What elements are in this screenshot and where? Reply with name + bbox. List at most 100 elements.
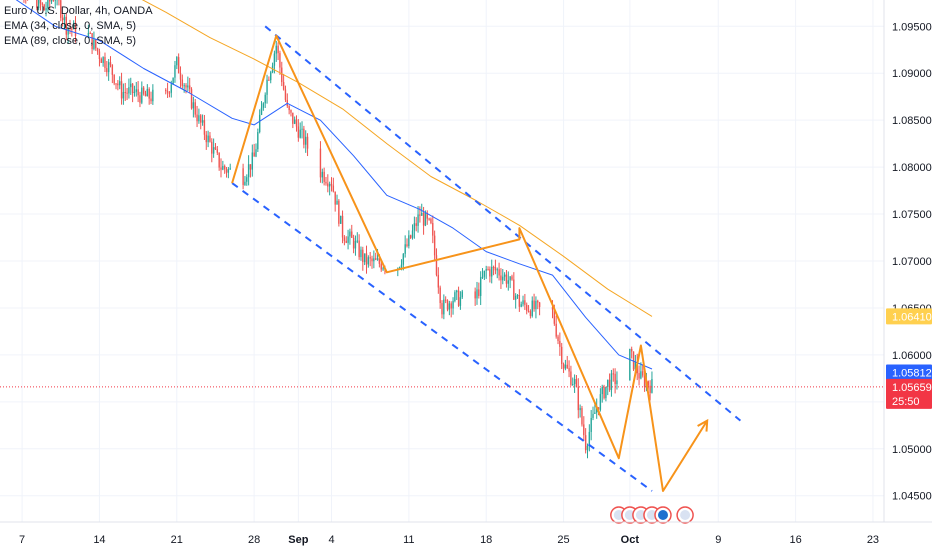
candle-body [507, 280, 509, 284]
candle-body [456, 290, 458, 293]
candle-body [229, 168, 231, 170]
candle-body [573, 379, 576, 385]
symbol-title[interactable]: Euro / U.S. Dollar, 4h, OANDA [4, 5, 153, 17]
candle-body [338, 200, 340, 224]
candle-body [102, 57, 104, 63]
candle-body [531, 300, 533, 316]
time-tick-label: 11 [403, 534, 414, 546]
candle-body [111, 64, 114, 75]
candle-body [612, 373, 614, 375]
candle-body [608, 379, 611, 390]
candle-body [354, 240, 357, 249]
price-tick-label: 1.04500 [892, 491, 932, 503]
time-axis[interactable]: 7 14 21 28 Sep 4 11 18 25 Oct 9 16 23 [0, 521, 932, 546]
candle-body [299, 129, 301, 138]
candle-body [279, 53, 281, 68]
time-tick-label: 28 [248, 534, 260, 546]
candle-body [262, 103, 265, 108]
price-tick-label: 1.08000 [892, 162, 932, 174]
price-tick-label: 1.07500 [892, 209, 932, 221]
candle-body [190, 89, 193, 109]
current-price-tag-bg [886, 364, 932, 381]
candle-body [52, 0, 55, 1]
candle-body [165, 89, 167, 92]
candle-body [332, 185, 335, 192]
time-tick-label: 14 [93, 534, 105, 546]
candle-body [36, 0, 38, 9]
time-tick-label: 18 [480, 534, 492, 546]
candle-body [417, 214, 419, 226]
candle-body [616, 380, 618, 385]
candle-body [570, 371, 572, 385]
candle-body [614, 373, 616, 385]
candle-body [268, 79, 270, 81]
candle-body [494, 267, 497, 271]
candle-body [260, 107, 263, 115]
time-tick-label: Oct [621, 534, 640, 546]
candle-body [225, 169, 228, 173]
time-tick-label: 7 [19, 534, 25, 546]
candle-body [275, 45, 277, 54]
candle-body [273, 53, 276, 66]
candle-body [358, 240, 360, 258]
candle-body [561, 346, 563, 364]
candle-body [375, 258, 377, 260]
candle-body [109, 62, 112, 65]
candle-body [363, 253, 366, 263]
candle-body [402, 253, 405, 265]
candle-body [281, 67, 283, 83]
candle-body [144, 93, 147, 97]
candle-body [564, 364, 567, 369]
pattern-arrow-head [697, 418, 709, 432]
candle-body [185, 85, 187, 88]
candle-body [69, 28, 71, 30]
candle-body [120, 81, 123, 99]
candle-body [483, 270, 486, 277]
candle-body [39, 0, 42, 4]
candle-body [198, 115, 200, 122]
candle-body [61, 17, 64, 21]
candle-body [135, 89, 137, 92]
candle-body [634, 362, 637, 370]
candle-body [575, 379, 578, 387]
candle-body [351, 231, 353, 238]
candle-body [371, 258, 373, 262]
candle-body [640, 371, 642, 379]
candle-body [459, 297, 462, 306]
ema-89-legend[interactable]: EMA (89, close, 0, SMA, 5) [4, 35, 137, 47]
candle-body [535, 300, 537, 310]
candle-body [424, 212, 427, 226]
candle-body [74, 22, 77, 37]
candle-body [356, 240, 358, 242]
candle-body [122, 92, 125, 99]
candle-body [54, 0, 56, 1]
channel-lower-line [231, 182, 653, 492]
ema-34-legend[interactable]: EMA (34, close, 0, SMA, 5) [4, 20, 137, 32]
candle-body [588, 431, 591, 446]
event-icons [610, 506, 694, 524]
candle-body [446, 300, 449, 310]
time-tick-label: 25 [557, 534, 569, 546]
candle-body [72, 22, 75, 30]
candle-body [200, 115, 202, 123]
candle-body [422, 212, 425, 226]
ema-89-price-tag: 1.06410 [892, 311, 932, 323]
countdown-tag: 25:50 [892, 396, 920, 408]
candle-body [592, 413, 594, 418]
candle-body [433, 235, 436, 256]
price-tick-label: 1.05000 [892, 444, 932, 456]
candle-body [137, 89, 139, 96]
price-axis[interactable]: 1.09500 1.09000 1.08500 1.08000 1.07500 1.070… [883, 0, 932, 522]
price-tags: 1.06410 1.05812 1.05659 25:50 [0, 308, 932, 409]
candle-body [551, 306, 554, 310]
candle-body [214, 147, 217, 150]
candle-body [205, 134, 207, 143]
candle-body [119, 81, 121, 86]
price-tick-label: 1.07000 [892, 256, 932, 268]
candle-body [419, 214, 421, 216]
candle-body [340, 215, 342, 224]
grid-lines [0, 0, 884, 522]
candle-body [87, 32, 90, 37]
candle-body [141, 87, 143, 103]
